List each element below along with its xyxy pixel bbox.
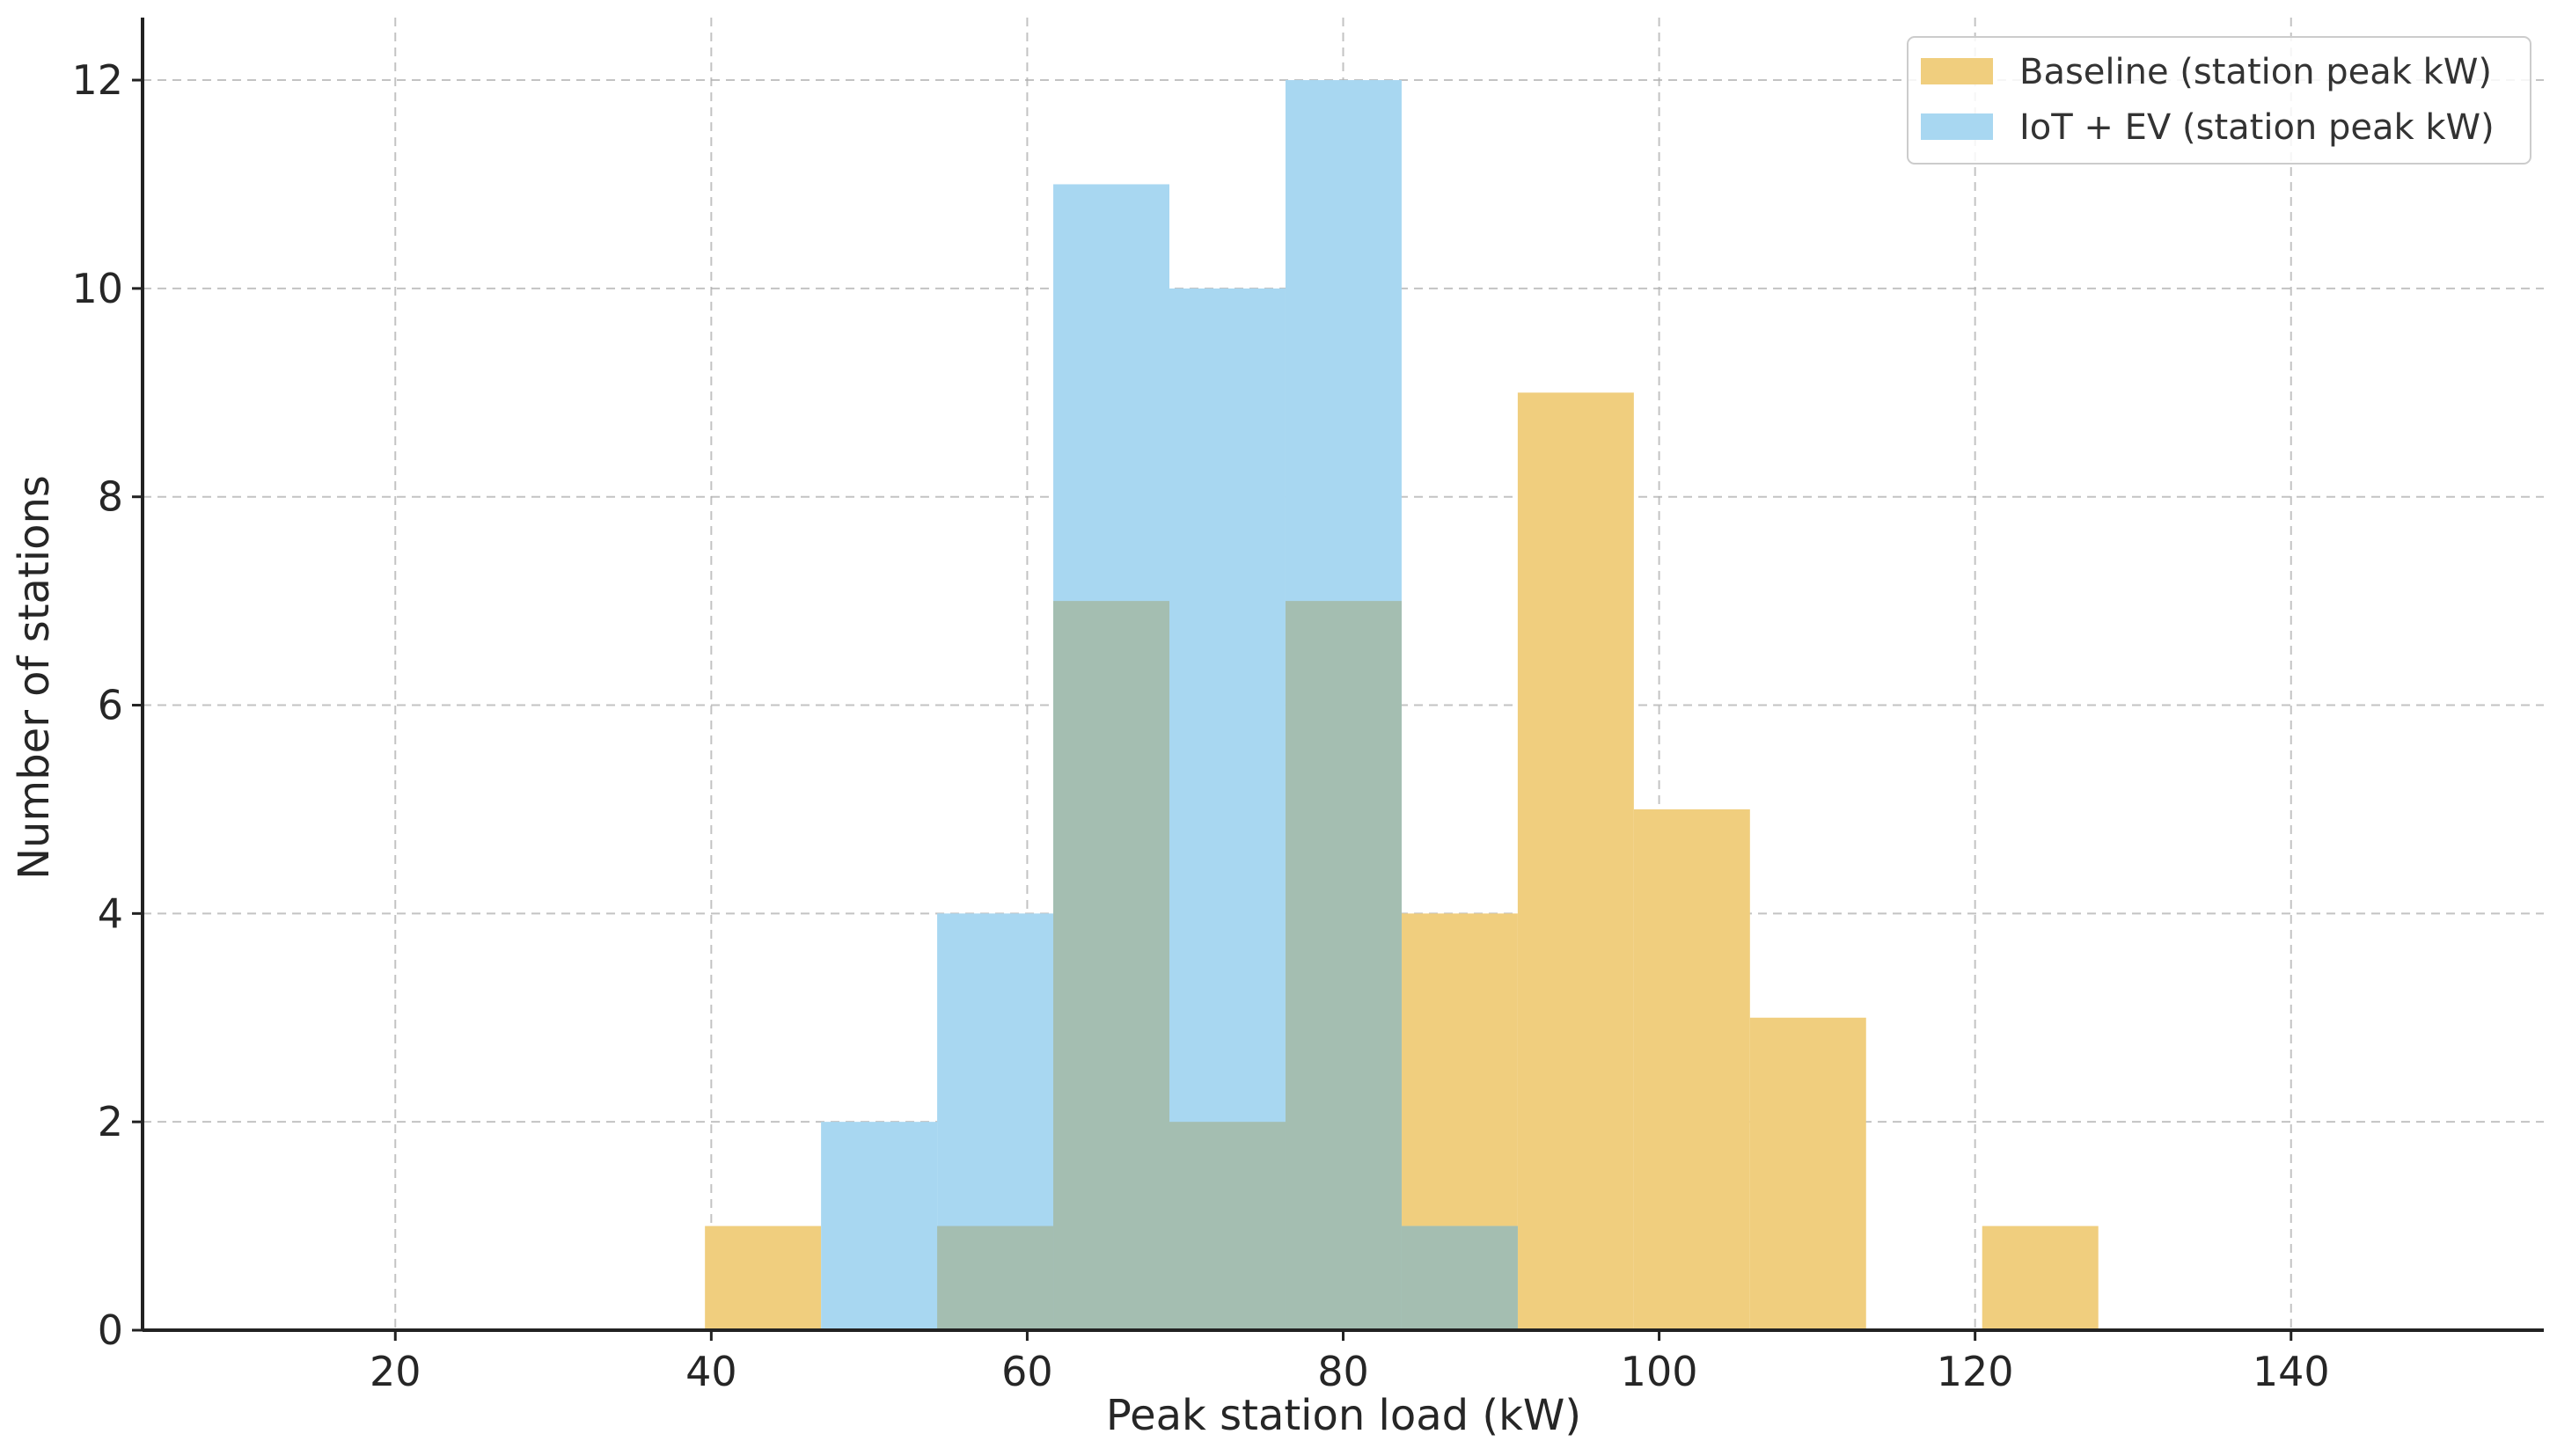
bar-baseline (1517, 392, 1634, 1331)
y-tick-label: 0 (98, 1306, 123, 1354)
bar-overlap (1053, 601, 1170, 1330)
bar-overlap (1285, 601, 1402, 1330)
y-tick-label: 8 (98, 473, 123, 521)
legend-box (1907, 36, 2531, 165)
bar-baseline (1633, 808, 1750, 1330)
bar-baseline (1749, 1017, 1866, 1330)
ticks-layer: 20 40 60 80 100 120 140 0 2 4 6 8 10 12 (71, 56, 2329, 1395)
y-tick-label: 4 (98, 889, 123, 937)
x-tick-label: 140 (2253, 1348, 2330, 1395)
legend-label-baseline: Baseline (station peak kW) (2019, 52, 2492, 92)
y-axis-label: Number of stations (10, 475, 59, 880)
bar-overlap (1169, 1122, 1286, 1330)
bar-iot-ev (821, 1122, 938, 1330)
legend-swatch-iot-ev (1921, 113, 1993, 140)
x-tick-label: 40 (685, 1348, 737, 1395)
bar-baseline (705, 1226, 822, 1330)
y-tick-label: 2 (98, 1098, 123, 1145)
bar-overlap (937, 1226, 1054, 1330)
y-tick-label: 6 (98, 682, 123, 729)
x-tick-label: 120 (1937, 1348, 2014, 1395)
legend: Baseline (station peak kW) IoT + EV (sta… (1907, 36, 2531, 165)
y-tick-label: 12 (71, 56, 123, 104)
legend-label-iot-ev: IoT + EV (station peak kW) (2019, 107, 2495, 148)
x-tick-label: 100 (1621, 1348, 1698, 1395)
y-tick-label: 10 (71, 265, 123, 312)
bar-baseline (1982, 1226, 2099, 1330)
x-tick-label: 20 (370, 1348, 421, 1395)
bars-layer (705, 80, 2099, 1331)
x-tick-label: 60 (1001, 1348, 1053, 1395)
bar-overlap (1401, 1226, 1518, 1330)
x-axis-label: Peak station load (kW) (1106, 1391, 1581, 1440)
legend-swatch-baseline (1921, 58, 1993, 84)
x-tick-label: 80 (1317, 1348, 1369, 1395)
